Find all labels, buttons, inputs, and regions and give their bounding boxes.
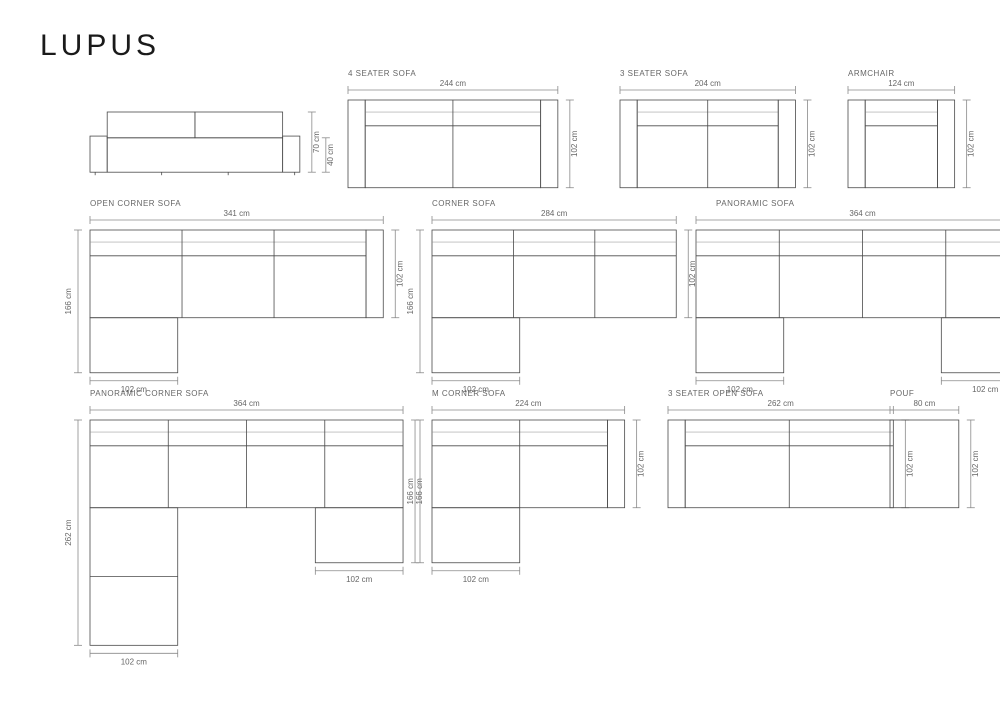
label-panoramic-corner-sofa: PANORAMIC CORNER SOFA xyxy=(90,389,209,398)
label-pouf: POUF xyxy=(890,389,914,398)
svg-text:284 cm: 284 cm xyxy=(541,209,568,218)
label-armchair: ARMCHAIR xyxy=(848,69,895,78)
svg-text:262 cm: 262 cm xyxy=(64,519,73,546)
label-m-corner-sofa: M CORNER SOFA xyxy=(432,389,506,398)
svg-text:70 cm: 70 cm xyxy=(312,131,321,153)
svg-text:80 cm: 80 cm xyxy=(914,399,936,408)
svg-text:244 cm: 244 cm xyxy=(440,79,467,88)
svg-text:102 cm: 102 cm xyxy=(971,450,980,477)
svg-text:166 cm: 166 cm xyxy=(406,478,415,505)
label-3-seater-sofa: 3 SEATER SOFA xyxy=(620,69,688,78)
svg-text:166 cm: 166 cm xyxy=(64,288,73,315)
svg-text:102 cm: 102 cm xyxy=(967,130,976,157)
svg-text:124 cm: 124 cm xyxy=(888,79,915,88)
svg-text:102 cm: 102 cm xyxy=(121,657,148,666)
svg-text:262 cm: 262 cm xyxy=(768,399,795,408)
label-4-seater-sofa: 4 SEATER SOFA xyxy=(348,69,416,78)
spec-sheet-canvas: LUPUS 70 cm 40 cm 4 SEATER SOFA 244 cm 102 cm… xyxy=(0,0,1000,707)
svg-text:102 cm: 102 cm xyxy=(346,575,373,584)
label-panoramic-sofa: PANORAMIC SOFA xyxy=(716,199,795,208)
svg-text:341 cm: 341 cm xyxy=(224,209,251,218)
svg-text:364 cm: 364 cm xyxy=(849,209,876,218)
svg-text:166 cm: 166 cm xyxy=(415,478,424,505)
svg-text:204 cm: 204 cm xyxy=(695,79,722,88)
svg-text:364 cm: 364 cm xyxy=(233,399,260,408)
svg-text:224 cm: 224 cm xyxy=(515,399,542,408)
label-corner-sofa: CORNER SOFA xyxy=(432,199,496,208)
svg-text:102 cm: 102 cm xyxy=(570,130,579,157)
svg-text:102 cm: 102 cm xyxy=(395,260,404,287)
label-open-corner-sofa: OPEN CORNER SOFA xyxy=(90,199,181,208)
svg-text:166 cm: 166 cm xyxy=(406,288,415,315)
svg-text:40 cm: 40 cm xyxy=(326,144,335,166)
svg-text:LUPUS: LUPUS xyxy=(40,29,160,62)
label-3-seater-open-sofa: 3 SEATER OPEN SOFA xyxy=(668,389,764,398)
svg-text:102 cm: 102 cm xyxy=(463,575,490,584)
svg-text:102 cm: 102 cm xyxy=(905,450,914,477)
svg-text:102 cm: 102 cm xyxy=(637,450,646,477)
svg-text:102 cm: 102 cm xyxy=(972,385,999,394)
svg-text:102 cm: 102 cm xyxy=(807,130,816,157)
